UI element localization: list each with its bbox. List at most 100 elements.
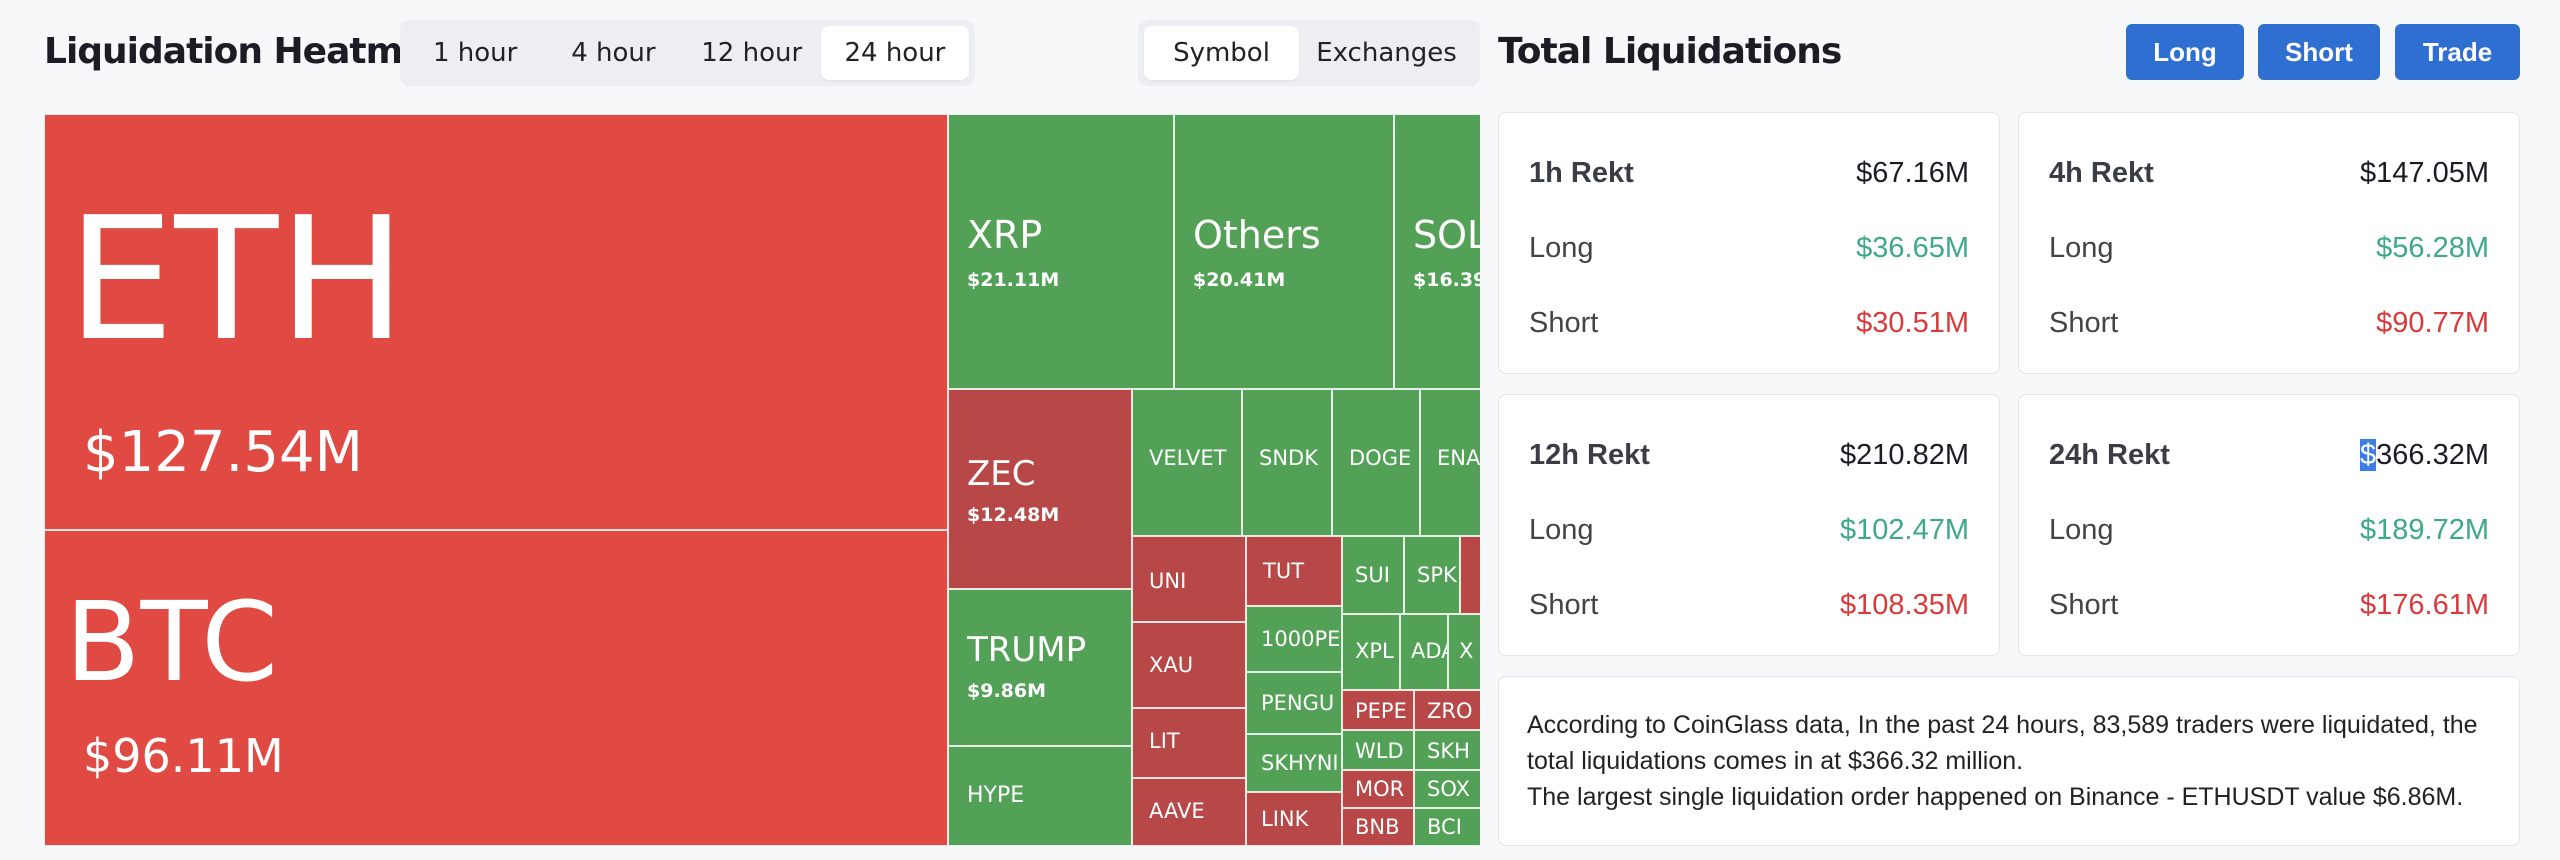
cell-symbol: ZRO — [1427, 699, 1473, 723]
heatmap-cell-hype[interactable]: HYPE — [948, 746, 1132, 846]
heatmap-cell-pengu[interactable]: PENGU — [1246, 672, 1342, 734]
heatmap-cell-lit[interactable]: LIT — [1132, 708, 1246, 778]
long-label: Long — [1529, 513, 1594, 546]
cell-symbol: Others — [1193, 213, 1321, 257]
rekt-card-12h: 12h Rekt $210.82M Long $102.47M Short $1… — [1498, 394, 2000, 656]
heatmap-cell-velvet[interactable]: VELVET — [1132, 389, 1242, 536]
heatmap-cell-tut[interactable]: TUT — [1246, 536, 1342, 606]
cell-symbol: UNI — [1149, 569, 1187, 593]
heatmap-cell-pepe[interactable]: PEPE — [1342, 690, 1414, 730]
cell-symbol: 1000PE — [1261, 627, 1341, 651]
heatmap-cell-mor[interactable]: MOR — [1342, 770, 1414, 808]
cell-symbol: TRUMP — [967, 630, 1087, 670]
long-button[interactable]: Long — [2126, 24, 2244, 80]
tab-symbol[interactable]: Symbol — [1144, 26, 1299, 80]
heatmap-cell-ada[interactable]: ADA — [1400, 614, 1448, 690]
cell-symbol: BNB — [1355, 815, 1400, 839]
heatmap-cell-eth[interactable]: ETH $127.54M — [44, 114, 948, 530]
heatmap-cell-bci[interactable]: BCI — [1414, 808, 1480, 846]
heatmap-cell-xrp[interactable]: XRP $21.11M — [948, 114, 1174, 389]
cell-symbol: BCI — [1427, 815, 1462, 839]
heatmap-cell-doge[interactable]: DOGE — [1332, 389, 1420, 536]
rekt-short-row: Short $30.51M — [1529, 303, 1969, 343]
rekt-short-row: Short $176.61M — [2049, 585, 2489, 625]
rekt-total-value: $210.82M — [1840, 438, 1969, 471]
heatmap-cell-unlabeled-1[interactable] — [1460, 536, 1480, 614]
short-value: $108.35M — [1840, 588, 1969, 621]
cell-symbol: ETH — [67, 181, 407, 379]
cell-value: $12.48M — [967, 504, 1060, 526]
short-label: Short — [1529, 306, 1599, 339]
heatmap-cell-link[interactable]: LINK — [1246, 792, 1342, 846]
trade-button[interactable]: Trade — [2395, 24, 2520, 80]
cell-value: $16.39M — [1413, 269, 1480, 291]
tab-1-hour[interactable]: 1 hour — [432, 38, 518, 68]
rekt-short-row: Short $90.77M — [2049, 303, 2489, 343]
heatmap-cell-skh[interactable]: SKH — [1414, 730, 1480, 770]
time-range-tabs: 1 hour 4 hour 12 hour 24 hour — [400, 20, 975, 86]
tab-exchanges[interactable]: Exchanges — [1316, 38, 1457, 68]
heatmap-cell-zro[interactable]: ZRO — [1414, 690, 1480, 730]
heatmap-cell-uni[interactable]: UNI — [1132, 536, 1246, 622]
rekt-total-value: $366.32M — [2360, 438, 2489, 472]
rekt-label: 12h Rekt — [1529, 438, 1650, 471]
heatmap-cell-others[interactable]: Others $20.41M — [1174, 114, 1394, 389]
rekt-label: 24h Rekt — [2049, 438, 2170, 471]
cell-symbol: SKH — [1427, 739, 1470, 763]
rekt-total-row: 4h Rekt $147.05M — [2049, 153, 2489, 193]
cell-symbol: SOX — [1427, 777, 1470, 801]
liquidation-summary: According to CoinGlass data, In the past… — [1498, 676, 2520, 846]
heatmap-cell-aave[interactable]: AAVE — [1132, 778, 1246, 846]
heatmap-cell-xpl[interactable]: XPL — [1342, 614, 1400, 690]
heatmap-cell-sndk[interactable]: SNDK — [1242, 389, 1332, 536]
heatmap-cell-btc[interactable]: BTC $96.11M — [44, 530, 948, 846]
rekt-card-1h: 1h Rekt $67.16M Long $36.65M Short $30.5… — [1498, 112, 2000, 374]
rekt-total-row: 1h Rekt $67.16M — [1529, 153, 1969, 193]
summary-line-1: According to CoinGlass data, In the past… — [1527, 711, 2478, 775]
tab-24-hour[interactable]: 24 hour — [820, 26, 969, 80]
cell-symbol: SOL — [1413, 213, 1480, 257]
tab-4-hour[interactable]: 4 hour — [571, 38, 656, 68]
rekt-card-24h: 24h Rekt $366.32M Long $189.72M Short $1… — [2018, 394, 2520, 656]
long-value: $102.47M — [1840, 513, 1969, 546]
liquidation-heatmap: ETH $127.54M BTC $96.11M XRP $21.11M Oth… — [44, 114, 1480, 846]
short-button[interactable]: Short — [2258, 24, 2380, 80]
selected-text-highlight: $ — [2360, 438, 2377, 471]
long-label: Long — [2049, 513, 2114, 546]
heatmap-cell-sox[interactable]: SOX — [1414, 770, 1480, 808]
cell-symbol: SNDK — [1259, 446, 1318, 470]
cell-symbol: LIT — [1149, 729, 1180, 753]
rekt-total-value: $147.05M — [2360, 156, 2489, 189]
short-value: $90.77M — [2376, 306, 2489, 339]
heatmap-cell-spk[interactable]: SPK — [1404, 536, 1460, 614]
cell-symbol: PEPE — [1355, 699, 1407, 723]
page-title: Liquidation Heatmap — [44, 31, 451, 72]
rekt-long-row: Long $189.72M — [2049, 510, 2489, 550]
cell-value: $127.54M — [83, 420, 363, 485]
long-label: Long — [2049, 231, 2114, 264]
cell-symbol: PENGU — [1261, 691, 1335, 715]
cell-symbol: SUI — [1355, 563, 1390, 587]
heatmap-cell-skhynix[interactable]: SKHYNI — [1246, 734, 1342, 792]
heatmap-cell-bnb[interactable]: BNB — [1342, 808, 1414, 846]
heatmap-cell-trump[interactable]: TRUMP $9.86M — [948, 589, 1132, 746]
heatmap-cell-ena[interactable]: ENA — [1420, 389, 1480, 536]
heatmap-cell-xau[interactable]: XAU — [1132, 622, 1246, 708]
heatmap-cell-zec[interactable]: ZEC $12.48M — [948, 389, 1132, 589]
short-label: Short — [2049, 588, 2119, 621]
heatmap-cell-1000pe[interactable]: 1000PE — [1246, 606, 1342, 672]
heatmap-cell-sui[interactable]: SUI — [1342, 536, 1404, 614]
long-label: Long — [1529, 231, 1594, 264]
cell-symbol: SKHYNI — [1261, 751, 1339, 775]
summary-line-2: The largest single liquidation order hap… — [1527, 783, 2464, 811]
heatmap-cell-x[interactable]: X — [1448, 614, 1480, 690]
cell-symbol: LINK — [1261, 807, 1309, 831]
short-value: $30.51M — [1856, 306, 1969, 339]
heatmap-cell-wld[interactable]: WLD — [1342, 730, 1414, 770]
rekt-label: 4h Rekt — [2049, 156, 2154, 189]
heatmap-cell-sol[interactable]: SOL $16.39M — [1394, 114, 1480, 389]
tab-12-hour[interactable]: 12 hour — [701, 38, 803, 68]
view-mode-tabs: Symbol Exchanges — [1138, 20, 1480, 86]
cell-symbol: XAU — [1149, 653, 1194, 677]
cell-symbol: BTC — [65, 578, 279, 706]
